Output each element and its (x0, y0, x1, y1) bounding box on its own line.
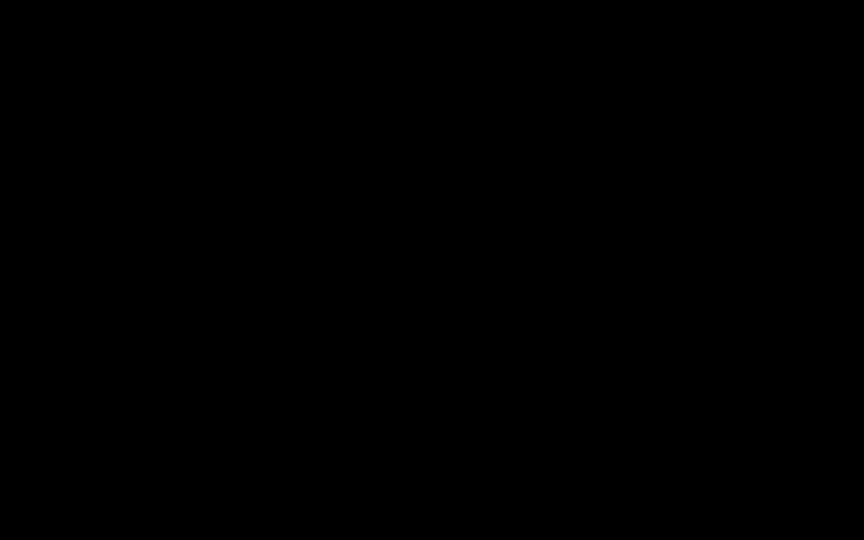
Text: CO: CO (300, 340, 327, 358)
Text: −78 °C: −78 °C (322, 409, 388, 427)
Text: 2: 2 (213, 208, 221, 221)
Text: 2: 2 (324, 348, 332, 362)
Text: Et: Et (330, 340, 348, 358)
Text: Me: Me (404, 263, 430, 281)
Text: Me: Me (776, 172, 805, 190)
Text: −78 to 0 °C;: −78 to 0 °C; (339, 211, 451, 229)
Text: Br: Br (165, 274, 185, 292)
Text: CO: CO (188, 201, 214, 219)
Text: O: O (374, 229, 388, 247)
Text: Me: Me (650, 158, 680, 176)
Text: t-BuLi (4 eq), THF: t-BuLi (4 eq), THF (316, 189, 474, 207)
Text: Me: Me (31, 203, 58, 221)
Text: Et: Et (219, 201, 238, 219)
Text: Br: Br (67, 274, 86, 292)
Text: OH: OH (797, 262, 827, 280)
